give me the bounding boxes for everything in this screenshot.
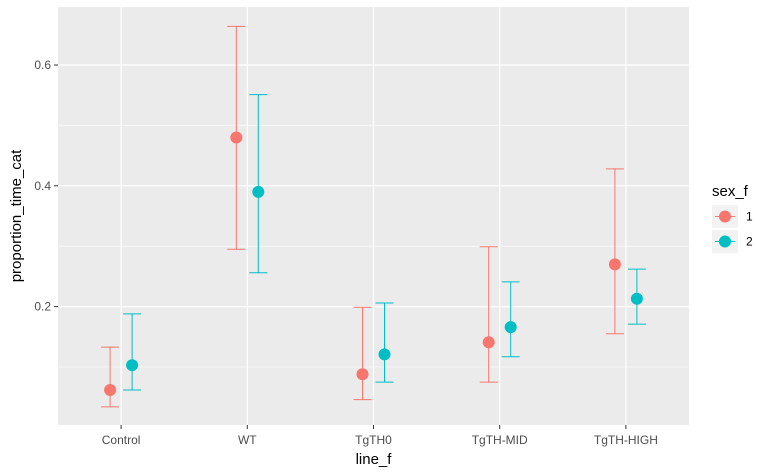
legend-key-point	[719, 210, 731, 223]
data-point	[378, 348, 391, 361]
error-bar-group	[123, 313, 142, 391]
x-tick-label: WT	[238, 433, 257, 447]
data-marks	[101, 25, 646, 408]
y-axis: 0.2 0.4 0.6	[34, 58, 58, 314]
error-bar-group	[605, 168, 624, 335]
error-bar-group	[353, 306, 372, 401]
data-point	[126, 359, 139, 372]
legend: sex_f 1 2	[712, 183, 753, 253]
legend-key-point	[719, 235, 731, 248]
legend-label: 2	[746, 235, 753, 249]
x-tick-label: Control	[102, 433, 141, 447]
error-bar-group	[227, 25, 246, 250]
y-tick-label: 0.2	[34, 300, 51, 314]
legend-label: 1	[746, 210, 753, 224]
data-point	[630, 292, 643, 305]
error-bar-group	[375, 302, 394, 383]
x-tick-label: TgTH-MID	[472, 433, 528, 447]
x-tick-label: TgTH0	[355, 433, 392, 447]
x-tick-label: TgTH-HIGH	[594, 433, 658, 447]
error-bar-group	[101, 346, 120, 408]
y-axis-title: proportion_time_cat	[8, 149, 25, 282]
x-axis: Control WT TgTH0 TgTH-MID TgTH-HIGH	[102, 425, 658, 447]
data-point	[504, 321, 517, 334]
error-bar-group	[627, 268, 646, 325]
y-tick-label: 0.4	[34, 179, 51, 193]
data-point	[230, 131, 243, 144]
error-bar-group	[501, 281, 520, 358]
data-point	[608, 258, 621, 271]
x-axis-title: line_f	[356, 451, 393, 468]
legend-title: sex_f	[712, 183, 749, 200]
error-bar-group	[249, 94, 268, 274]
major-gridlines	[58, 7, 689, 425]
y-tick-label: 0.6	[34, 58, 51, 72]
error-bar-group	[479, 246, 498, 383]
data-point	[356, 368, 369, 381]
data-point	[104, 383, 117, 396]
data-point	[252, 185, 265, 198]
data-point	[482, 336, 495, 349]
